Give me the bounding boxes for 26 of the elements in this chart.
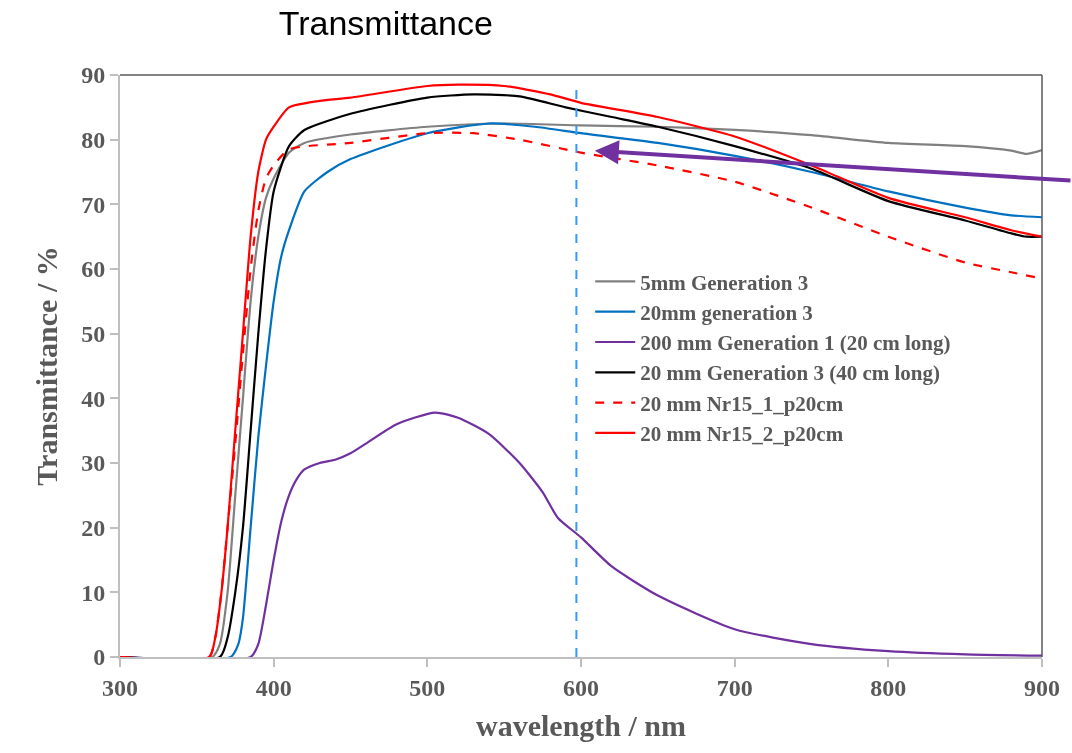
x-tick-label: 700	[716, 674, 753, 701]
legend-label: 200 mm Generation 1 (20 cm long)	[640, 331, 951, 356]
legend-label: 20 mm Generation 3 (40 cm long)	[640, 361, 941, 386]
x-axis-title: wavelength / nm	[476, 708, 687, 742]
y-tick-label: 80	[81, 127, 106, 154]
y-tick-label: 30	[81, 450, 106, 477]
y-tick-label: 0	[93, 644, 106, 671]
y-tick-label: 20	[81, 515, 106, 542]
y-tick-label: 70	[81, 191, 106, 218]
y-tick-label: 10	[81, 579, 106, 606]
y-axis-title: Transmittance / %	[29, 246, 63, 486]
legend-label: 20 mm Nr15_2_p20cm	[640, 422, 844, 447]
y-tick-label: 50	[81, 321, 106, 348]
x-tick-label: 600	[563, 674, 599, 701]
y-tick-label: 40	[81, 385, 106, 412]
chart-title: Transmittance	[278, 4, 493, 43]
legend-label: 20 mm Nr15_1_p20cm	[640, 391, 844, 416]
x-tick-label: 900	[1024, 674, 1060, 701]
y-tick-label: 90	[81, 62, 106, 89]
x-tick-label: 300	[102, 674, 138, 701]
y-tick-label: 60	[81, 256, 106, 283]
legend-label: 5mm Generation 3	[640, 270, 809, 295]
x-tick-label: 500	[409, 674, 446, 701]
x-tick-label: 400	[255, 674, 292, 701]
x-tick-label: 800	[870, 674, 907, 701]
legend-label: 20mm generation 3	[640, 300, 813, 325]
